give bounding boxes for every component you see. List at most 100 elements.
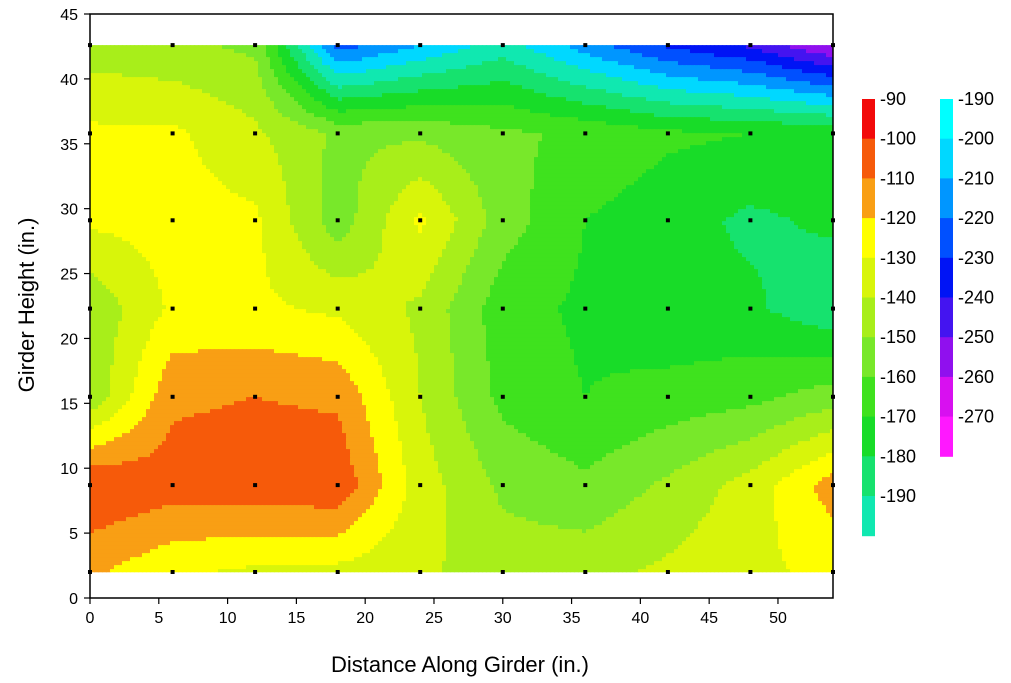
contour-cell (746, 77, 751, 82)
contour-cell (686, 73, 691, 78)
contour-cell (446, 45, 451, 50)
contour-cell (562, 53, 567, 58)
contour-cell (122, 69, 127, 74)
contour-cell (590, 57, 595, 62)
contour-cell (822, 77, 827, 82)
contour-cell (702, 57, 707, 62)
contour-cell (398, 49, 403, 54)
contour-cell (282, 69, 287, 74)
contour-cell (474, 81, 479, 86)
contour-cell (106, 53, 111, 58)
contour-cell (806, 45, 811, 50)
contour-cell (338, 49, 343, 54)
contour-cell (146, 45, 151, 50)
contour-cell (354, 53, 359, 58)
contour-cell (386, 73, 391, 78)
contour-cell (294, 73, 299, 78)
contour-cell (722, 69, 727, 74)
contour-cell (318, 61, 323, 66)
contour-cell (574, 77, 579, 82)
contour-cell (662, 57, 667, 62)
contour-cell (418, 61, 423, 66)
contour-cell (414, 49, 419, 54)
contour-cell (514, 77, 519, 82)
contour-cell (566, 57, 571, 62)
contour-cell (798, 77, 803, 82)
contour-cell (714, 49, 719, 54)
contour-cell (762, 53, 767, 58)
contour-cell (822, 69, 827, 74)
contour-cell (314, 57, 319, 62)
contour-cell (206, 61, 211, 66)
contour-cell (126, 61, 131, 66)
contour-cell (258, 61, 263, 66)
contour-cell (486, 49, 491, 54)
contour-cell (770, 57, 775, 62)
contour-cell (606, 69, 611, 74)
contour-cell (806, 73, 811, 78)
contour-cell (534, 53, 539, 58)
contour-cell (310, 65, 315, 70)
contour-cell (386, 77, 391, 82)
contour-cell (190, 57, 195, 62)
contour-cell (562, 77, 567, 82)
contour-cell (362, 61, 367, 66)
contour-cell (718, 69, 723, 74)
contour-cell (550, 45, 555, 50)
contour-cell (178, 61, 183, 66)
contour-cell (754, 77, 759, 82)
contour-cell (450, 81, 455, 86)
contour-cell (822, 73, 827, 78)
contour-cell (766, 73, 771, 78)
contour-cell (114, 81, 119, 86)
contour-cell (466, 69, 471, 74)
contour-cell (402, 61, 407, 66)
contour-cell (474, 69, 479, 74)
contour-cell (818, 65, 823, 70)
contour-cell (262, 81, 267, 86)
contour-cell (178, 53, 183, 58)
contour-cell (438, 57, 443, 62)
contour-cell (462, 69, 467, 74)
contour-cell (754, 65, 759, 70)
contour-cell (102, 69, 107, 74)
contour-cell (134, 73, 139, 78)
contour-cell (510, 45, 515, 50)
contour-cell (266, 77, 271, 82)
contour-cell (582, 53, 587, 58)
contour-cell (398, 69, 403, 74)
contour-cell (574, 53, 579, 58)
contour-cell (490, 73, 495, 78)
contour-cell (606, 57, 611, 62)
contour-cell (158, 81, 163, 86)
contour-cell (610, 45, 615, 50)
contour-cell (618, 81, 623, 86)
contour-cell (254, 65, 259, 70)
contour-cell (606, 81, 611, 86)
contour-cell (310, 77, 315, 82)
contour-cell (638, 53, 643, 58)
contour-cell (454, 53, 459, 58)
contour-cell (598, 61, 603, 66)
contour-cell (334, 73, 339, 78)
contour-cell (342, 65, 347, 70)
contour-cell (278, 81, 283, 86)
contour-cell (226, 69, 231, 74)
contour-cell (422, 45, 427, 50)
contour-cell (258, 45, 263, 50)
contour-cell (566, 69, 571, 74)
contour-cell (462, 73, 467, 78)
contour-cell (658, 45, 663, 50)
contour-cell (94, 65, 99, 70)
contour-cell (682, 81, 687, 86)
contour-cell (166, 65, 171, 70)
contour-cell (762, 61, 767, 66)
contour-cell (422, 57, 427, 62)
contour-cell (742, 49, 747, 54)
contour-cell (238, 77, 243, 82)
contour-cell (782, 73, 787, 78)
contour-cell (654, 77, 659, 82)
contour-cell (694, 65, 699, 70)
contour-cell (798, 49, 803, 54)
contour-cell (362, 57, 367, 62)
